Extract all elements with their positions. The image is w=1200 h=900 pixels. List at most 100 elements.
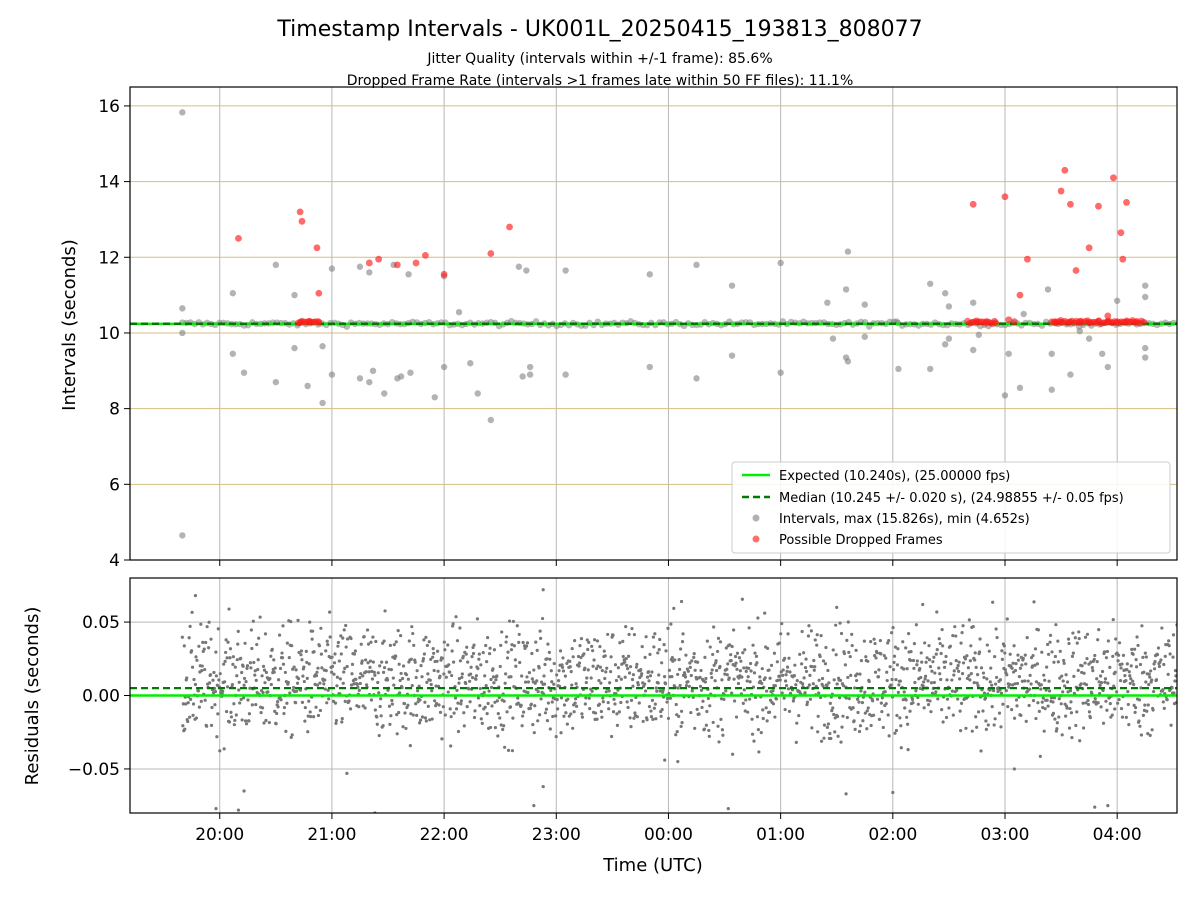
residual-point (806, 634, 811, 638)
residual-point (1005, 673, 1009, 677)
residual-point (1093, 805, 1097, 809)
residual-point (877, 717, 882, 721)
interval-point (526, 363, 534, 371)
residual-point (665, 700, 669, 704)
residual-point (658, 637, 662, 642)
residual-point (556, 707, 560, 711)
residual-point (200, 668, 204, 673)
residual-point (841, 684, 846, 688)
residual-point (740, 597, 744, 601)
residual-point (791, 699, 795, 703)
residual-point (330, 664, 335, 669)
residual-point (874, 656, 878, 660)
residual-point (860, 700, 865, 705)
residual-point (1016, 658, 1021, 662)
residual-point (335, 684, 339, 688)
residual-point (496, 711, 500, 716)
residual-point (1127, 670, 1131, 674)
residual-point (364, 670, 368, 674)
residual-point (491, 675, 496, 679)
residual-point (778, 678, 782, 682)
residual-point (1033, 663, 1037, 667)
residual-point (1070, 736, 1074, 740)
residual-point (994, 675, 999, 680)
residual-point (979, 666, 984, 670)
residual-point (457, 677, 462, 681)
residual-point (589, 676, 593, 680)
residual-point (1007, 685, 1011, 689)
residual-point (756, 728, 760, 732)
residual-point (585, 638, 589, 642)
residual-point (710, 668, 714, 672)
residual-point (511, 716, 515, 720)
interval-point (861, 301, 868, 308)
residual-point (495, 674, 499, 678)
residual-point (850, 632, 854, 636)
residual-point (1095, 660, 1099, 664)
residual-point (865, 727, 869, 731)
residual-point (869, 640, 873, 644)
residual-point (981, 671, 986, 675)
residual-point (722, 697, 726, 701)
interval-point (397, 373, 405, 380)
residual-point (862, 639, 866, 643)
residual-point (1017, 675, 1022, 679)
residual-point (509, 675, 513, 679)
residual-point (520, 674, 524, 678)
residual-point (925, 698, 930, 702)
residual-point (1073, 636, 1077, 640)
residual-point (1011, 661, 1015, 665)
dropped-frame-point (973, 318, 981, 326)
residual-point (418, 698, 422, 702)
residual-point (807, 683, 812, 687)
residual-point (429, 682, 433, 687)
residual-point (890, 677, 894, 682)
residual-point (346, 637, 350, 641)
residual-point (1056, 660, 1060, 664)
residual-point (763, 611, 767, 615)
residual-point (1144, 655, 1148, 659)
residual-point (1168, 652, 1172, 656)
residual-point (504, 672, 508, 676)
residual-point (624, 657, 628, 661)
residual-point (415, 669, 419, 673)
residual-point (290, 644, 294, 648)
residual-point (692, 652, 696, 656)
residual-point (604, 690, 608, 694)
interval-point (777, 259, 784, 267)
residual-point (600, 715, 604, 719)
residual-point (805, 702, 809, 707)
residual-point (1067, 641, 1071, 646)
residual-point (304, 649, 308, 653)
residual-point (626, 654, 631, 658)
residual-point (528, 706, 533, 710)
residual-point (676, 672, 680, 677)
residual-point (1155, 653, 1160, 657)
residual-point (469, 672, 473, 676)
residual-point (1134, 706, 1138, 710)
residual-point (443, 648, 447, 652)
residual-point (667, 668, 672, 672)
legend-swatch-intervals (752, 514, 760, 522)
residual-point (487, 652, 492, 656)
interval-point (474, 390, 481, 397)
residual-point (733, 664, 737, 668)
residual-point (794, 683, 798, 687)
residual-point (598, 665, 603, 669)
residual-point (571, 726, 575, 730)
residual-point (263, 632, 268, 636)
residual-point (411, 631, 415, 636)
residual-point (208, 673, 213, 677)
residual-point (759, 730, 763, 735)
residual-point (1001, 702, 1005, 706)
dropped-frame-point (1132, 318, 1140, 326)
residual-point (342, 670, 346, 674)
residual-point (223, 659, 227, 663)
interval-point (523, 267, 530, 274)
residual-point (278, 666, 283, 671)
residual-point (1136, 643, 1140, 648)
residual-point (471, 651, 476, 656)
residual-point (781, 668, 785, 672)
dropped-frame-point (1057, 318, 1065, 326)
